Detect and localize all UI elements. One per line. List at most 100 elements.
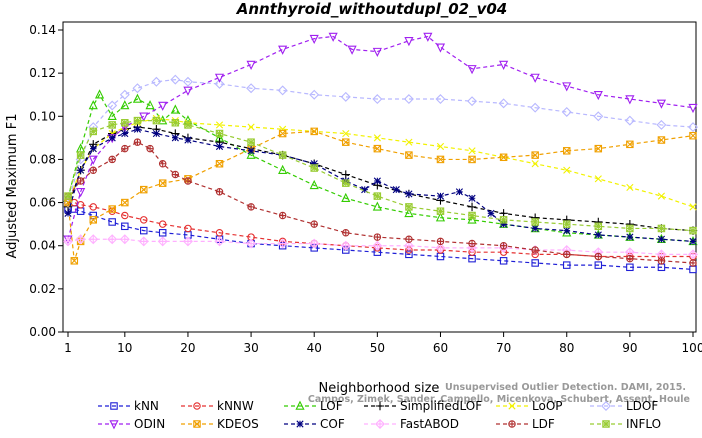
series-odin — [63, 32, 698, 245]
data-point — [373, 192, 381, 200]
watermark-line-2: Campos, Zimek, Sander, Campello, Micenko… — [308, 394, 690, 405]
data-point — [89, 203, 98, 211]
data-point — [88, 155, 98, 165]
legend-swatch-marker — [375, 401, 385, 411]
data-point — [170, 104, 180, 114]
series-fastabod — [63, 234, 698, 260]
data-point — [214, 78, 225, 89]
data-point — [373, 145, 381, 153]
data-point — [405, 151, 413, 159]
x-tick-label: 1 — [64, 341, 72, 355]
data-point — [90, 167, 97, 174]
data-point — [158, 179, 167, 187]
series-line — [67, 93, 694, 242]
data-point — [310, 164, 318, 172]
data-point — [467, 214, 477, 224]
legend-label: kNN — [134, 399, 159, 413]
data-point — [108, 218, 116, 226]
data-point — [341, 192, 351, 203]
data-point — [594, 144, 603, 153]
chart-title: Annthyroid_withoutdupl_02_v04 — [236, 0, 508, 18]
data-point — [108, 121, 116, 129]
data-point — [626, 183, 634, 192]
data-point — [76, 207, 85, 215]
data-point — [688, 103, 698, 114]
data-point — [626, 140, 634, 149]
data-point — [215, 142, 224, 151]
data-point — [688, 250, 698, 259]
data-point — [435, 43, 446, 53]
series-inflo — [64, 116, 697, 235]
legend-label: LDOF — [626, 399, 658, 413]
data-point — [184, 177, 192, 185]
series-simplifiedlof — [63, 122, 698, 235]
legend-item-ldf: LDF — [496, 417, 555, 431]
data-point — [562, 147, 571, 155]
data-point — [342, 229, 349, 236]
legend-swatch-marker — [296, 420, 304, 428]
data-point — [328, 32, 338, 42]
data-point — [626, 255, 634, 262]
data-point — [151, 76, 162, 87]
data-point — [593, 90, 603, 101]
y-tick-label: 0.12 — [29, 66, 56, 80]
data-point — [70, 257, 78, 265]
data-point — [64, 192, 72, 200]
data-point — [120, 235, 130, 244]
data-point — [487, 209, 495, 217]
data-point — [152, 117, 160, 125]
data-point — [215, 160, 224, 168]
data-point — [310, 160, 318, 168]
legend: kNN kNNW LOF SimplifiedLOF LoOP LDOF ODIN KDEOS… — [98, 399, 661, 431]
y-axis-label: Adjusted Maximum F1 — [5, 114, 20, 259]
data-point — [688, 122, 698, 133]
x-tick-label: 20 — [180, 341, 195, 355]
legend-item-knnw: kNNW — [181, 399, 254, 413]
data-point — [277, 85, 288, 96]
data-point — [563, 251, 570, 258]
data-point — [468, 155, 476, 164]
legend-label: SimplifiedLOF — [400, 399, 482, 413]
data-point — [467, 202, 477, 212]
data-point — [594, 175, 602, 183]
data-point — [656, 119, 667, 130]
data-point — [498, 98, 509, 109]
data-point — [405, 151, 413, 159]
legend-swatch-marker — [508, 402, 516, 410]
data-point — [372, 47, 382, 58]
data-point — [342, 138, 350, 146]
series-line — [67, 238, 693, 255]
data-point — [89, 235, 98, 244]
data-point — [341, 170, 350, 179]
data-point — [626, 263, 634, 272]
data-point — [247, 138, 255, 146]
data-point — [76, 188, 86, 198]
legend-item-inflo: INFLO — [590, 417, 661, 431]
data-point — [405, 203, 413, 211]
data-point — [562, 261, 571, 269]
data-point — [184, 136, 192, 144]
legend-swatch-marker — [193, 420, 201, 428]
legend-label: kNNW — [217, 399, 254, 413]
data-point — [140, 185, 148, 194]
data-point — [121, 145, 129, 152]
data-point — [341, 241, 350, 250]
data-point — [531, 151, 539, 159]
data-point — [530, 73, 540, 83]
data-point — [134, 138, 141, 146]
data-point — [625, 95, 635, 105]
series-line — [67, 79, 694, 203]
data-point — [468, 155, 476, 164]
data-point — [594, 145, 602, 153]
data-point — [246, 239, 256, 248]
y-tick-label: 0.04 — [29, 239, 56, 253]
data-point — [435, 212, 446, 222]
data-point — [563, 227, 571, 235]
data-point — [373, 134, 381, 142]
data-point — [689, 203, 697, 211]
data-point — [499, 153, 508, 162]
data-point — [562, 82, 572, 92]
data-point — [121, 211, 129, 220]
legend-swatch-marker — [602, 420, 610, 428]
data-point — [436, 155, 445, 164]
